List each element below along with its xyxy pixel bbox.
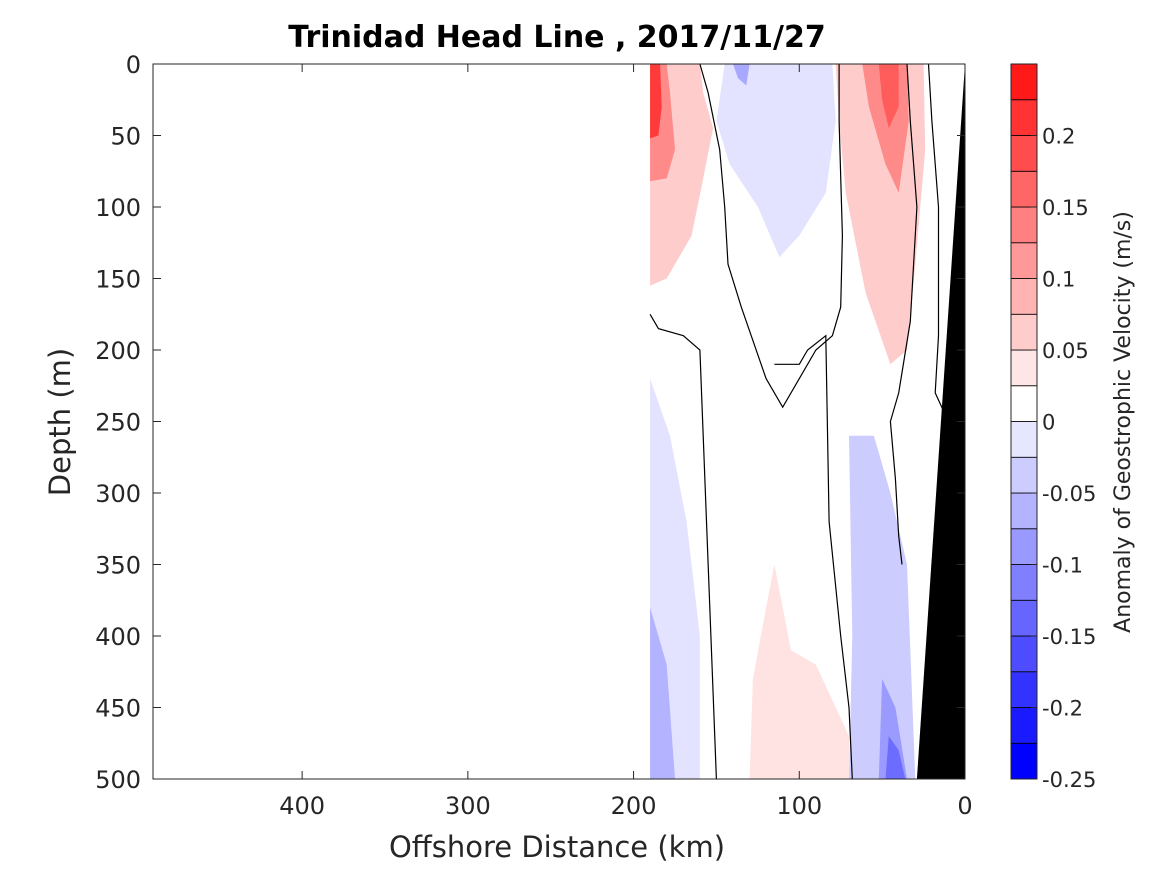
seafloor-bathymetry [916, 64, 965, 779]
zero-contour-lines [649, 64, 949, 779]
colorbar-level [1010, 278, 1038, 315]
seafloor-mask [916, 64, 965, 779]
colorbar-level [1010, 564, 1038, 601]
colorbar-level [1010, 707, 1038, 744]
contour-region-southward-upper-blue [716, 64, 836, 258]
y-tick-label: 450 [95, 695, 141, 723]
chart-title: Trinidad Head Line , 2017/11/27 [288, 20, 825, 55]
y-tick-label: 300 [95, 480, 141, 508]
y-axis-title: Depth (m) [43, 348, 77, 496]
x-axis-title: Offshore Distance (km) [389, 830, 725, 864]
zero-contour-4 [889, 64, 918, 565]
colorbar-level [1010, 635, 1038, 673]
colorbar-level [1010, 456, 1038, 494]
y-tick-label: 350 [95, 552, 141, 580]
colorbar-level [1010, 421, 1038, 458]
y-tick-label: 50 [110, 123, 141, 151]
y-tick-label: 150 [95, 266, 141, 294]
colorbar-tick-label: -0.1 [1042, 554, 1083, 578]
colorbar-level [1010, 99, 1038, 136]
colorbar-level [1010, 349, 1038, 387]
colorbar-tick-label: -0.15 [1042, 625, 1096, 649]
x-tick-label: 0 [957, 792, 972, 820]
contour-fills [650, 64, 926, 779]
colorbar-ticks: 0.2 0.15 0.1 0.05 0 -0.05 -0.1 -0.15 -0.2 -0.25 [1031, 125, 1096, 792]
contour-region-deep-coastal-blue-core [878, 678, 907, 779]
y-tick-label: 0 [126, 51, 141, 79]
contour-region-deep-west-blue-core [650, 607, 675, 779]
x-axis-ticks: 400 300 200 100 0 [279, 64, 973, 820]
plot-area [153, 64, 965, 779]
y-tick-label: 500 [95, 766, 141, 794]
zero-contour-1 [649, 313, 717, 779]
zero-contour-3 [927, 64, 949, 422]
colorbar-level [1010, 528, 1038, 565]
contour-region-deep-middle-red [749, 564, 849, 779]
y-tick-label: 250 [95, 409, 141, 437]
colorbar-level [1010, 206, 1038, 244]
colorbar-tick-label: -0.25 [1042, 768, 1096, 792]
contour-core-2 [733, 64, 750, 86]
colorbar-level [1010, 63, 1038, 101]
contour-core-3 [885, 736, 906, 779]
x-tick-label: 400 [279, 792, 325, 820]
colorbar [1010, 63, 1038, 780]
x-tick-label: 200 [611, 792, 657, 820]
colorbar-tick-label: 0.15 [1042, 196, 1089, 220]
zero-contour-0 [699, 64, 844, 409]
colorbar-level [1010, 135, 1038, 172]
colorbar-tick-label: -0.05 [1042, 482, 1096, 506]
zero-contour-2 [774, 334, 853, 779]
y-tick-label: 100 [95, 194, 141, 222]
x-tick-label: 300 [445, 792, 491, 820]
colorbar-level [1010, 492, 1038, 530]
y-tick-label: 200 [95, 337, 141, 365]
contour-core-1 [878, 64, 899, 129]
colorbar-level [1010, 742, 1038, 780]
colorbar-tick-label: 0.2 [1042, 125, 1075, 149]
colorbar-title: Anomaly of Geostrophic Velocity (m/s) [1111, 211, 1136, 633]
colorbar-level [1010, 170, 1038, 208]
contour-region-deep-coastal-blue [849, 435, 916, 779]
colorbar-tick-label: -0.2 [1042, 697, 1083, 721]
contour-core-0 [650, 64, 662, 139]
colorbar-tick-label: 0.05 [1042, 339, 1089, 363]
x-tick-label: 100 [776, 792, 822, 820]
colorbar-level [1010, 599, 1038, 637]
colorbar-level [1010, 242, 1038, 279]
colorbar-level [1010, 313, 1038, 351]
y-axis-ticks: 0 50 100 150 200 250 300 350 400 450 500 [95, 51, 965, 794]
colorbar-level [1010, 671, 1038, 708]
colorbar-tick-label: 0 [1042, 411, 1055, 435]
colorbar-tick-label: 0.1 [1042, 268, 1075, 292]
colorbar-level [1010, 385, 1038, 422]
y-tick-label: 400 [95, 623, 141, 651]
